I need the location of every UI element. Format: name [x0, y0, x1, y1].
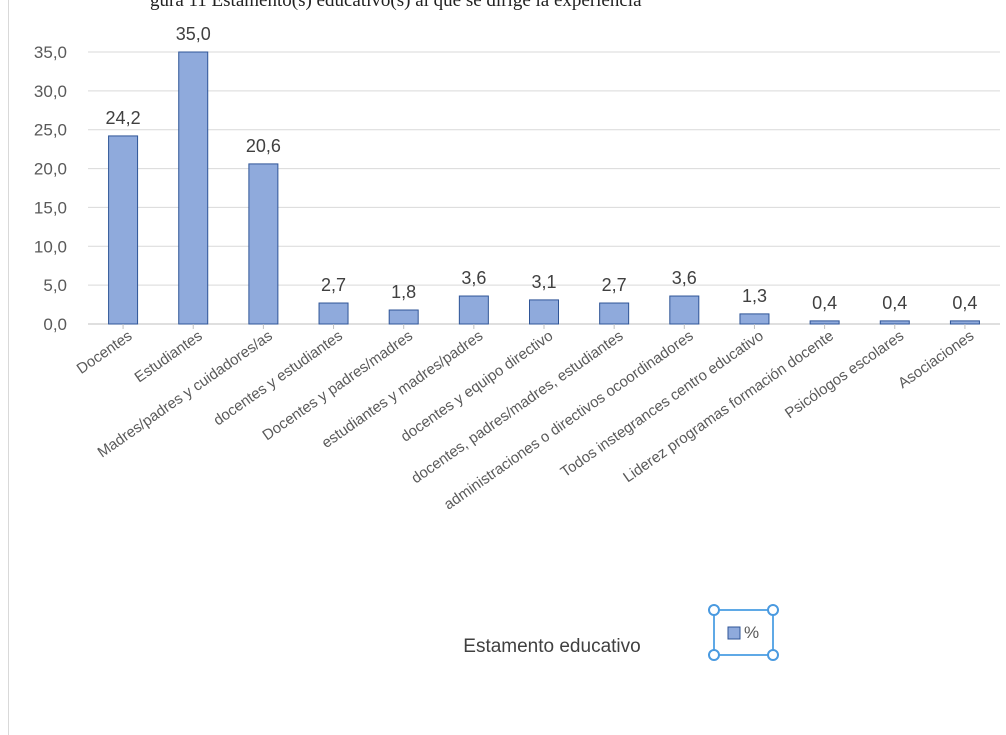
resize-handle[interactable] [767, 604, 779, 616]
legend-label: % [744, 623, 759, 642]
category-label: Psicólogos escolares [782, 327, 907, 422]
legend-selection-box [713, 609, 774, 656]
x-axis-title: Estamento educativo [463, 636, 640, 657]
data-label: 3,1 [531, 272, 556, 292]
bar[interactable] [529, 299, 559, 325]
data-label: 0,4 [952, 293, 977, 313]
y-tick-label: 5,0 [43, 276, 67, 295]
category-label: Docentes [74, 327, 136, 377]
legend[interactable]: % [708, 604, 779, 661]
bar[interactable] [669, 295, 700, 325]
y-axis: 0,0 5,0 10,0 15,0 20,0 25,0 30,0 35,0 [34, 43, 67, 334]
figure-caption: gura 11 Estamento(s) educativo(s) al que… [0, 0, 1006, 14]
data-label: 2,7 [602, 275, 627, 295]
bar[interactable] [809, 320, 840, 325]
category-label: docentes y estudiantes [210, 327, 345, 429]
data-label: 1,3 [742, 286, 767, 306]
data-labels: 24,2 35,0 20,6 2,7 1,8 3,6 3,1 2,7 3,6 1,3 0,4 0,4 0… [106, 24, 978, 313]
bar[interactable] [178, 51, 209, 325]
data-label: 2,7 [321, 275, 346, 295]
bar[interactable] [388, 309, 419, 325]
bar[interactable] [599, 302, 630, 325]
category-label: Asociaciones [895, 327, 977, 392]
data-label: 24,2 [106, 108, 141, 128]
resize-handle[interactable] [708, 604, 720, 616]
category-label: administraciones o directivos ocoordinad… [441, 327, 697, 513]
data-label: 0,4 [882, 293, 907, 313]
y-tick-label: 30,0 [34, 82, 67, 101]
bar[interactable] [458, 295, 489, 325]
bar[interactable] [949, 320, 980, 325]
data-label: 0,4 [812, 293, 837, 313]
bar[interactable] [108, 135, 139, 325]
chart-frame [8, 0, 1006, 735]
y-tick-label: 15,0 [34, 198, 67, 217]
bar[interactable] [248, 163, 279, 325]
figure-caption-text: gura 11 Estamento(s) educativo(s) al que… [150, 0, 642, 11]
y-tick-label: 35,0 [34, 43, 67, 62]
data-label: 1,8 [391, 282, 416, 302]
bar[interactable] [879, 320, 910, 325]
data-label: 20,6 [246, 136, 281, 156]
y-tick-label: 10,0 [34, 237, 67, 256]
y-tick-label: 25,0 [34, 121, 67, 140]
bar[interactable] [318, 302, 349, 325]
data-label: 35,0 [176, 24, 211, 44]
y-tick-label: 20,0 [34, 160, 67, 179]
bars [108, 51, 980, 325]
resize-handle[interactable] [767, 649, 779, 661]
resize-handle[interactable] [708, 649, 720, 661]
data-label: 3,6 [461, 268, 486, 288]
legend-swatch [727, 626, 741, 640]
bar[interactable] [739, 313, 770, 325]
y-tick-label: 0,0 [43, 315, 67, 334]
data-label: 3,6 [672, 268, 697, 288]
